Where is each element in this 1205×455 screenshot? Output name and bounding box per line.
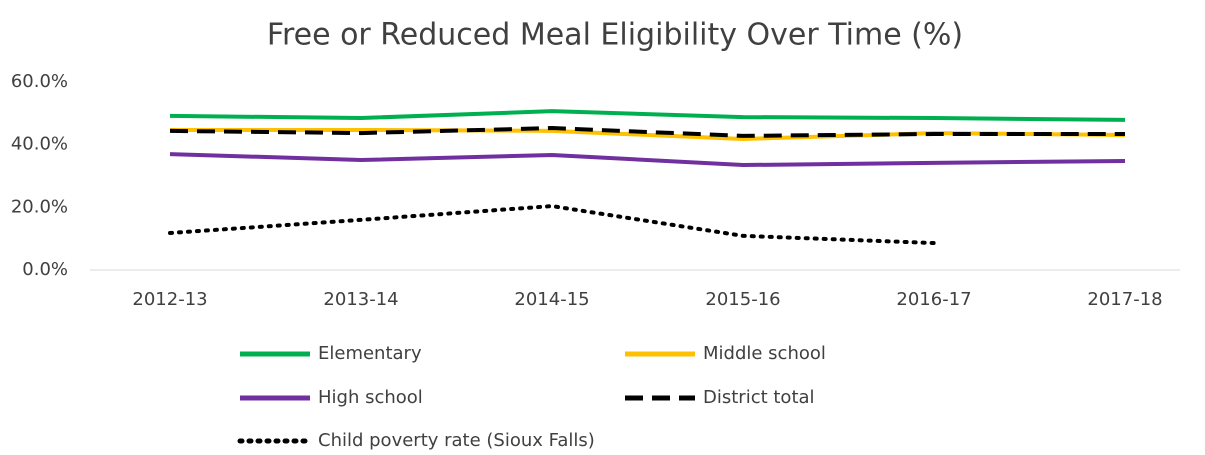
series-line xyxy=(169,152,1126,168)
legend-label: Middle school xyxy=(703,343,826,364)
x-tick-label: 2012-13 xyxy=(132,289,207,310)
legend-label: Child poverty rate (Sioux Falls) xyxy=(318,430,595,451)
x-tick-label: 2014-15 xyxy=(514,289,589,310)
y-tick-label: 20.0% xyxy=(11,196,68,217)
x-tick-label: 2016-17 xyxy=(896,289,971,310)
x-tick-label: 2013-14 xyxy=(323,289,398,310)
x-tick-label: 2017-18 xyxy=(1087,289,1162,310)
series-line xyxy=(168,204,936,246)
x-tick-label: 2015-16 xyxy=(705,289,780,310)
y-tick-label: 40.0% xyxy=(11,134,68,155)
series-line xyxy=(169,126,1125,138)
legend-label: District total xyxy=(703,387,815,408)
series-line xyxy=(169,109,1126,122)
legend-label: High school xyxy=(318,387,423,408)
y-tick-label: 60.0% xyxy=(11,71,68,92)
legend-label: Elementary xyxy=(318,343,422,364)
y-tick-label: 0.0% xyxy=(22,259,68,280)
chart-title: Free or Reduced Meal Eligibility Over Ti… xyxy=(267,18,963,53)
